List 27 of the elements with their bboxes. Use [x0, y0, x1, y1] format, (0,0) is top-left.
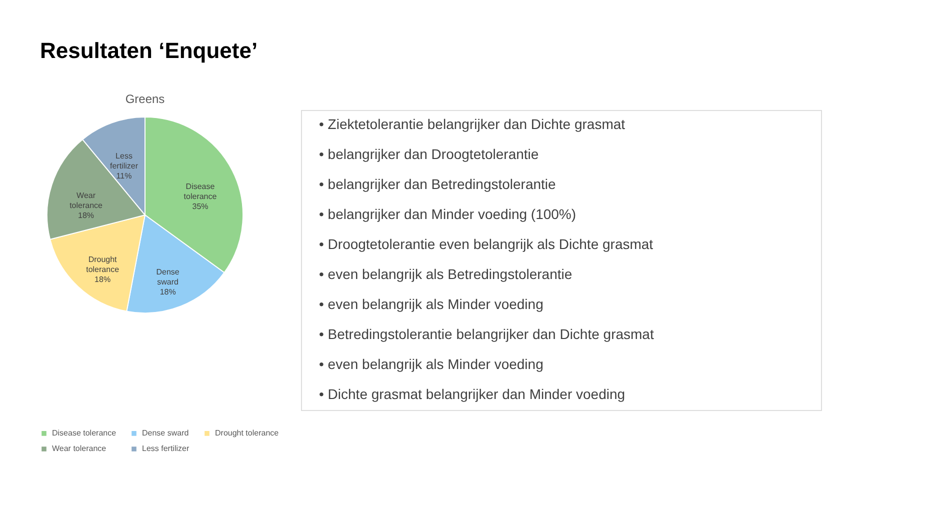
slice-label: Less fertilizer — [110, 152, 138, 171]
legend-label: Drought tolerance — [215, 428, 280, 438]
text: • belangrijker dan Betredingstolerantie — [319, 176, 556, 192]
data-label: 18% — [78, 210, 94, 220]
legend-label: Less fertilizer — [142, 444, 190, 453]
legend-label: Disease tolerance — [52, 428, 117, 438]
slice-label: Disease tolerance — [184, 182, 218, 201]
legend-label: Dense sward — [142, 428, 189, 438]
text: • even belangrijk als Minder voeding — [319, 296, 544, 312]
text: • even belangrijk als Minder voeding — [319, 356, 544, 372]
data-label: 11% — [116, 172, 132, 181]
legend-label: Wear tolerance — [52, 444, 107, 453]
text: Resultaten ‘Enquete’ — [40, 38, 258, 63]
text: • Dichte grasmat belangrijker dan Minder voeding — [319, 386, 626, 402]
text: • Droogtetolerantie even belangrijk als Dichte grasmat — [319, 236, 654, 252]
slice-label: Dense sward — [156, 268, 180, 287]
text: • even belangrijk als Betredingstolerantie — [319, 266, 572, 282]
data-label: 18% — [160, 288, 176, 297]
text: • belangrijker dan Droogtetolerantie — [319, 146, 539, 162]
slice-label: Drought tolerance — [86, 255, 120, 274]
text: • Ziektetolerantie belangrijker dan Dichte grasmat — [319, 116, 626, 132]
text: • Betredingstolerantie belangrijker dan Dichte grasmat — [319, 326, 654, 342]
chart-title: Greens — [125, 92, 165, 106]
data-label: 18% — [94, 275, 111, 284]
text: • belangrijker dan Minder voeding (100%) — [319, 206, 576, 222]
slice-label: Wear tolerance — [70, 190, 104, 210]
data-label: 35% — [192, 202, 208, 211]
